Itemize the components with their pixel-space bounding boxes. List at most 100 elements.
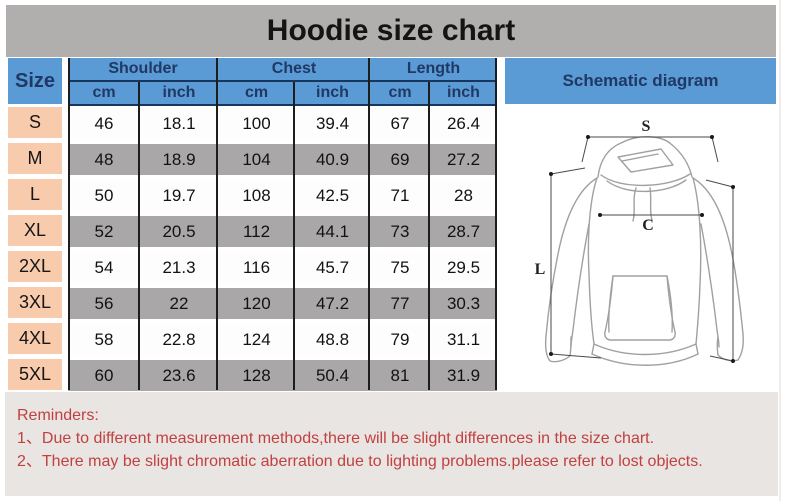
table-row: 50 19.7 108 42.5 71 28 [68,180,497,211]
table-row: 46 18.1 100 39.4 67 26.4 [68,108,497,139]
cell: 30.3 [430,288,497,319]
cell: 108 [218,180,295,211]
unit-header: inch [447,84,480,101]
size-label: S [8,107,62,138]
table-border [495,58,497,390]
cell: 56 [68,288,140,319]
cell: 31.9 [430,360,497,391]
size-label: XL [8,215,62,246]
cell: 50 [68,180,140,211]
size-label: 4XL [8,323,62,354]
cell: 20.5 [140,216,218,247]
cell: 28 [430,180,497,211]
cell: 67 [370,108,430,139]
cell: 27.2 [430,144,497,175]
table-border [368,58,370,390]
cell: 112 [218,216,295,247]
table-row: 52 20.5 112 44.1 73 28.7 [68,216,497,247]
schematic-diagram: S C L [505,104,776,390]
cell: 31.1 [430,324,497,355]
cell: 23.6 [140,360,218,391]
reminder-item-2: 2、There may be slight chromatic aberrati… [17,453,703,470]
cell: 69 [370,144,430,175]
cell: 44.1 [295,216,370,247]
cell: 39.4 [295,108,370,139]
cell: 45.7 [295,252,370,283]
size-label: L [8,179,62,210]
reminders-heading: Reminders: [17,407,99,424]
size-label: M [8,143,62,174]
cell: 19.7 [140,180,218,211]
unit-header: inch [162,84,196,101]
cell: 42.5 [295,180,370,211]
cell: 26.4 [430,108,497,139]
unit-header: inch [316,84,349,101]
table-border [138,82,140,390]
cell: 104 [218,144,295,175]
cell: 81 [370,360,430,391]
size-label: 5XL [8,359,62,390]
cell: 128 [218,360,295,391]
cell: 100 [218,108,295,139]
hoodie-outline [544,136,744,366]
cell: 124 [218,324,295,355]
size-column: S M L XL 2XL 3XL 4XL 5XL [8,107,62,395]
table-row: 48 18.9 104 40.9 69 27.2 [68,144,497,175]
cell: 58 [68,324,140,355]
cell: 77 [370,288,430,319]
group-header-chest: Chest [271,60,317,77]
group-header-shoulder: Shoulder [108,60,178,77]
reminders-text: Reminders: 1、Due to different measuremen… [17,404,703,473]
cell: 47.2 [295,288,370,319]
dimension-lines: S C L [535,118,735,363]
cell: 22.8 [140,324,218,355]
hoodie-line-drawing: S C L [535,118,744,366]
table-row: 56 22 120 47.2 77 30.3 [68,288,497,319]
unit-header: cm [92,84,116,101]
chest-dimension-label: C [642,217,654,234]
cell: 52 [68,216,140,247]
cell: 46 [68,108,140,139]
cell: 28.7 [430,216,497,247]
cell: 116 [218,252,295,283]
table-row: 60 23.6 128 50.4 81 31.9 [68,360,497,391]
cell: 60 [68,360,140,391]
measurement-table: Shoulder Chest Length cm inch cm inch cm… [68,58,497,391]
cell: 48.8 [295,324,370,355]
table-border [428,82,430,390]
shoulder-dimension-label: S [642,118,651,135]
table-body: 46 18.1 100 39.4 67 26.4 48 18.9 104 40.… [68,108,497,391]
schematic-header: Schematic diagram [505,58,776,104]
cell: 18.9 [140,144,218,175]
group-header-length: Length [406,60,461,77]
cell: 73 [370,216,430,247]
size-label: 2XL [8,251,62,282]
cell: 48 [68,144,140,175]
cell: 50.4 [295,360,370,391]
cell: 79 [370,324,430,355]
size-column-header: Size [8,58,62,104]
reminder-item-1: 1、Due to different measurement methods,t… [17,430,655,447]
cell: 22 [140,288,218,319]
reminders-section: Reminders: 1、Due to different measuremen… [5,392,778,496]
page-title: Hoodie size chart [266,14,516,47]
right-edge-divider [779,0,781,501]
table-border [216,58,218,390]
cell: 54 [68,252,140,283]
title-bar: Hoodie size chart [6,5,776,57]
unit-header: cm [388,84,412,101]
group-header-row: Shoulder Chest Length [68,58,497,82]
cell: 75 [370,252,430,283]
cell: 40.9 [295,144,370,175]
cell: 29.5 [430,252,497,283]
cell: 21.3 [140,252,218,283]
table-row: 58 22.8 124 48.8 79 31.1 [68,324,497,355]
unit-header: cm [244,84,269,101]
table-border [293,82,295,390]
cell: 120 [218,288,295,319]
cell: 71 [370,180,430,211]
table-row: 54 21.3 116 45.7 75 29.5 [68,252,497,283]
size-label: 3XL [8,287,62,318]
length-dimension-label: L [535,261,546,278]
